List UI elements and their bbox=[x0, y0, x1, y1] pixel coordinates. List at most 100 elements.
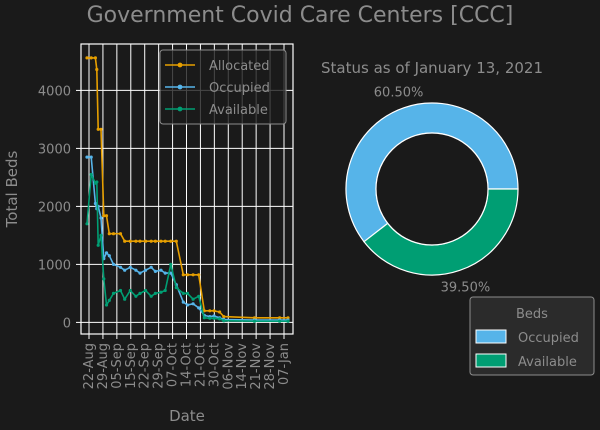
series-lines bbox=[85, 56, 290, 323]
data-point-occupied bbox=[104, 251, 109, 255]
data-point-occupied bbox=[118, 265, 123, 269]
data-point-available bbox=[149, 294, 153, 298]
pie-slice-label: 39.50% bbox=[441, 281, 491, 296]
data-point-available bbox=[123, 297, 127, 301]
data-point-occupied bbox=[159, 268, 163, 272]
data-point-occupied bbox=[93, 201, 97, 206]
data-point-occupied bbox=[138, 271, 142, 275]
data-point-occupied bbox=[149, 265, 153, 269]
data-point-allocated bbox=[99, 127, 103, 131]
x-tick-label: 29-Aug bbox=[96, 343, 111, 389]
data-point-occupied bbox=[123, 268, 127, 272]
data-point-occupied bbox=[89, 155, 93, 159]
data-point-allocated bbox=[153, 239, 157, 243]
data-point-allocated bbox=[212, 309, 216, 313]
data-point-available bbox=[95, 180, 99, 184]
data-point-available bbox=[208, 316, 212, 320]
data-point-available bbox=[174, 286, 178, 290]
data-point-available bbox=[163, 288, 167, 293]
legend-marker bbox=[177, 62, 183, 68]
x-tick-label: 28-Nov bbox=[263, 343, 278, 390]
data-point-allocated bbox=[181, 273, 185, 277]
data-point-allocated bbox=[102, 214, 106, 218]
data-point-available bbox=[128, 288, 132, 293]
data-point-allocated bbox=[149, 239, 153, 243]
data-point-available bbox=[181, 291, 185, 295]
data-point-allocated bbox=[163, 239, 167, 243]
pie-slices: 60.50% 39.50% bbox=[345, 85, 519, 296]
data-point-allocated bbox=[85, 56, 89, 60]
pie-title: Status as of January 13, 2021 bbox=[321, 59, 543, 77]
data-point-available bbox=[153, 291, 157, 295]
y-axis-label: Total Beds bbox=[3, 150, 21, 228]
data-point-allocated bbox=[218, 310, 222, 314]
data-point-occupied bbox=[111, 262, 116, 266]
legend-label: Available bbox=[209, 103, 268, 118]
x-tick-label: 07-Jan bbox=[277, 343, 292, 385]
data-point-allocated bbox=[278, 316, 282, 320]
data-point-occupied bbox=[197, 306, 201, 310]
data-point-available bbox=[218, 317, 222, 321]
data-point-available bbox=[185, 291, 190, 295]
data-point-allocated bbox=[104, 214, 109, 218]
data-point-available bbox=[144, 288, 148, 293]
series-line-available bbox=[86, 173, 288, 322]
data-point-allocated bbox=[96, 127, 100, 131]
y-tick-label: 4000 bbox=[38, 84, 71, 99]
pie-chart: Status as of January 13, 2021 60.50% 39.5… bbox=[321, 59, 595, 376]
data-point-allocated bbox=[107, 232, 111, 236]
data-point-allocated bbox=[208, 309, 212, 313]
figure-title: Government Covid Care Centers [CCC] bbox=[87, 3, 514, 28]
legend-label: Occupied bbox=[209, 81, 270, 96]
data-point-allocated bbox=[252, 316, 257, 320]
data-point-occupied bbox=[212, 314, 216, 318]
pie-legend: Beds Occupied Available bbox=[469, 296, 595, 376]
x-tick-label: 21-Nov bbox=[249, 343, 264, 390]
data-point-available bbox=[107, 298, 111, 302]
data-point-available bbox=[118, 288, 123, 293]
data-point-available bbox=[89, 172, 93, 177]
pie-legend-label: Occupied bbox=[518, 331, 579, 346]
data-point-allocated bbox=[134, 239, 138, 243]
x-tick-label: 05-Sep bbox=[110, 343, 125, 389]
data-point-available bbox=[252, 319, 257, 323]
data-point-occupied bbox=[191, 302, 195, 306]
data-point-allocated bbox=[191, 273, 195, 277]
pie-legend-swatch bbox=[475, 353, 507, 368]
data-point-available bbox=[99, 233, 103, 237]
data-point-occupied bbox=[181, 300, 185, 304]
pie-legend-label: Available bbox=[518, 355, 577, 370]
line-legend: Allocated Occupied Available bbox=[159, 49, 287, 125]
data-point-occupied bbox=[134, 268, 138, 272]
x-tick-label: 06-Nov bbox=[221, 343, 236, 390]
data-point-available bbox=[286, 319, 290, 323]
legend-marker bbox=[177, 106, 183, 112]
data-point-occupied bbox=[128, 265, 132, 269]
data-point-available bbox=[222, 319, 226, 323]
x-tick-label: 07-Oct bbox=[166, 343, 181, 387]
legend-box bbox=[159, 49, 287, 125]
data-point-available bbox=[202, 316, 206, 320]
data-point-allocated bbox=[286, 316, 290, 320]
data-point-allocated bbox=[174, 239, 178, 243]
x-tick-label: 30-Oct bbox=[207, 343, 222, 387]
data-point-available bbox=[104, 303, 109, 307]
data-point-available bbox=[197, 294, 201, 298]
data-point-available bbox=[212, 316, 216, 320]
data-point-available bbox=[85, 222, 89, 226]
data-point-occupied bbox=[99, 216, 103, 220]
y-tick-label: 2000 bbox=[38, 200, 71, 215]
data-point-occupied bbox=[169, 271, 173, 275]
data-point-available bbox=[134, 294, 138, 298]
series-line-occupied bbox=[87, 156, 288, 321]
data-point-occupied bbox=[144, 268, 148, 272]
x-tick-label: 21-Oct bbox=[193, 343, 208, 387]
data-point-allocated bbox=[159, 239, 163, 243]
y-axis-ticks: 0 1000 2000 3000 4000 bbox=[38, 84, 81, 331]
x-tick-label: 22-Aug bbox=[82, 343, 97, 389]
data-point-occupied bbox=[153, 269, 157, 273]
data-point-available bbox=[102, 277, 106, 281]
data-point-allocated bbox=[138, 239, 142, 243]
data-point-allocated bbox=[222, 315, 226, 319]
